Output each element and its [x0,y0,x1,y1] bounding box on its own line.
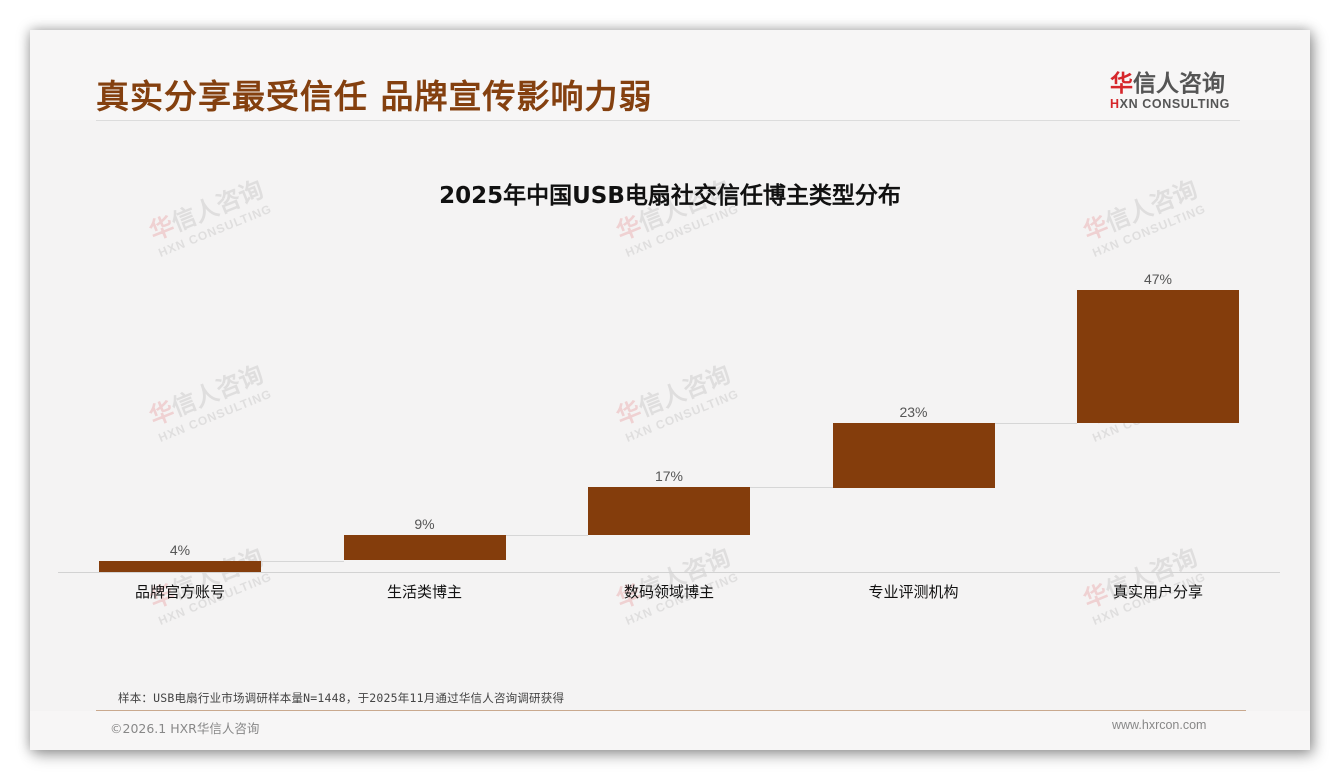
bar-2 [343,535,506,560]
bar-1 [99,561,261,572]
logo-en-accent: H [1110,97,1120,111]
slide: 真实分享最受信任 品牌宣传影响力弱 华信人咨询 HXN CONSULTING 华… [30,30,1310,750]
data-label: 23% [899,404,928,420]
data-label: 17% [654,468,684,484]
waterfall-connector [261,561,344,562]
source-note: 样本：USB电扇行业市场调研样本量N=1448，于2025年11月通过华信人咨询… [118,691,565,705]
bar-4 [832,423,995,488]
waterfall-connector [750,487,833,488]
bar-3 [588,487,750,535]
logo-en-text: XN CONSULTING [1119,97,1230,111]
category-label: 数码领域博主 [623,583,714,601]
bar-5 [1077,290,1239,423]
page-title: 真实分享最受信任 品牌宣传影响力弱 [96,77,653,116]
category-label: 真实用户分享 [1112,583,1203,601]
title-divider [96,120,1240,121]
waterfall-connector [505,535,588,536]
category-label: 生活类博主 [386,583,462,601]
header-band [30,30,1310,120]
logo-cn-text: 信人咨询 [1133,71,1225,97]
footer-divider [96,710,1246,711]
x-axis-baseline [58,572,1280,573]
footer-band [30,711,1310,750]
waterfall-chart: 4% 品牌官方账号 9% 生活类博主 17% 数码领域博主 23% 专业评测机构 47% 真实用户… [30,30,1310,750]
website-link[interactable]: www.hxrcon.com [1112,718,1207,732]
chart-title: 2025年中国USB电扇社交信任博主类型分布 [439,183,901,209]
copyright: ©2026.1 HXR华信人咨询 [110,721,260,736]
category-label: 专业评测机构 [868,583,959,601]
logo-english: HXN CONSULTING [1110,97,1242,111]
waterfall-connector [994,423,1077,424]
logo-accent-char: 华 [1110,71,1133,97]
data-label: 4% [169,542,191,558]
category-label: 品牌官方账号 [134,583,225,601]
company-logo: 华信人咨询 HXN CONSULTING [1110,64,1242,111]
logo-chinese: 华信人咨询 [1110,64,1242,98]
data-label: 9% [414,516,435,532]
data-label: 47% [1143,271,1173,287]
